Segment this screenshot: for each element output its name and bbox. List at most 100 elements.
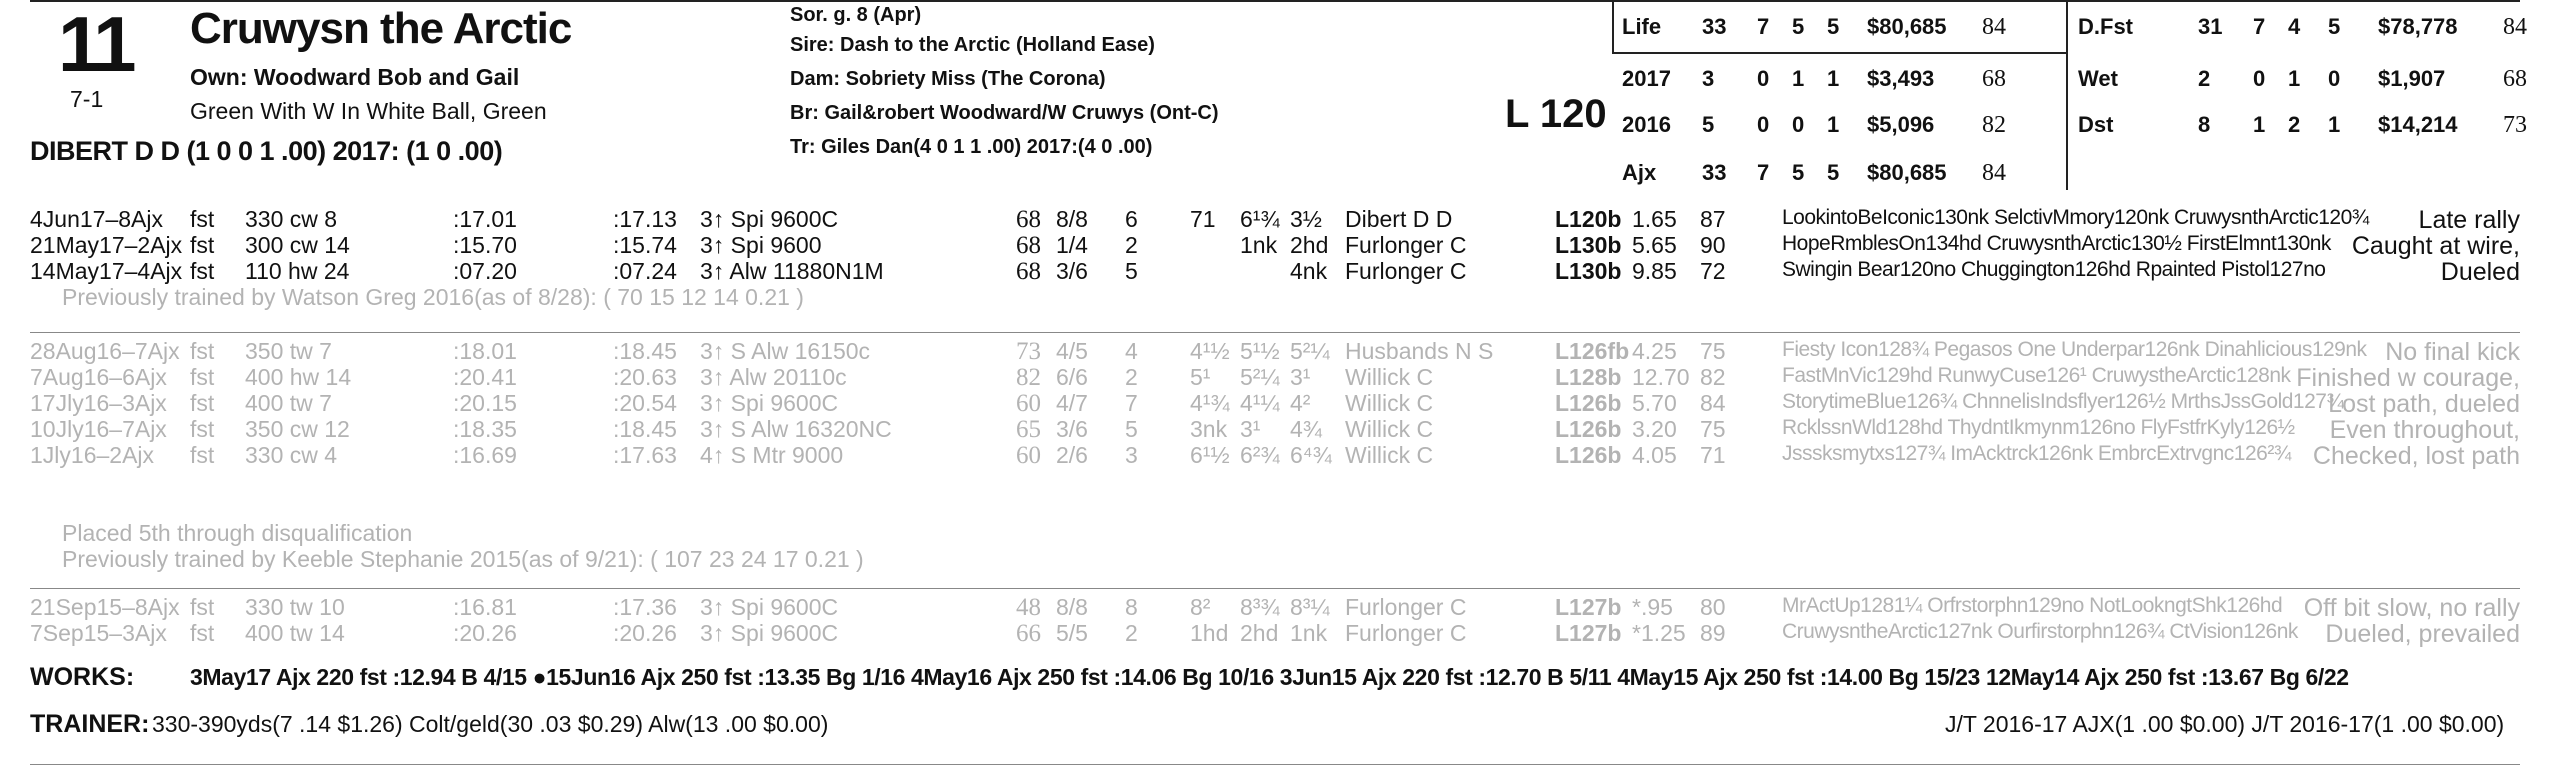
trainer-stats-label: TRAINER: [30,710,150,738]
records-right-p: 2 [2288,112,2301,137]
race-c2: 6¹¾ [1240,206,1280,232]
race-t2: :20.63 [613,364,677,390]
bottom-rule [30,764,2520,765]
race-st: 5 [1125,416,1138,442]
records-left-fig: 82 [1982,112,2006,138]
race-c3: 2hd [1290,232,1329,258]
race-fig: 89 [1700,620,1726,646]
records-box-left [1612,0,1614,54]
race-dist: 330 tw 10 [245,594,345,620]
race-fig: 80 [1700,594,1726,620]
records-left-s: 5 [1827,160,1840,185]
records-divider [2066,0,2068,190]
race-line: 4Jun17–8Ajx fst 330 cw 8:17.01:17.13 3↑ Spi… [0,206,2550,234]
race-st: 2 [1125,232,1138,258]
race-pp: 2/6 [1056,442,1088,468]
race-st: 2 [1125,620,1138,646]
race-odds: 12.70 [1632,364,1690,390]
race-line: 1Jly16–2Ajx fst 330 cw 4:16.69:17.63 4↑ S M… [0,442,2550,470]
race-fig: 75 [1700,416,1726,442]
race-c2: 3¹ [1240,416,1261,442]
race-remark: Dueled [2440,258,2520,286]
race-odds: 4.05 [1632,442,1677,468]
race-date: 17Jly16–3Ajx [30,390,167,416]
race-t1: :20.15 [453,390,517,416]
race-wt: L130b [1555,258,1622,284]
race-comment: CruwysntheArctic127nk Ourfirstorphn126¾ … [1782,620,2298,643]
race-c3: 4² [1290,390,1311,416]
records-left-p: 5 [1792,14,1805,39]
race-cls: 3↑ Spi 9600 [700,232,822,258]
breeder: Br: Gail&robert Woodward/W Cruwys (Ont-C… [790,102,1219,124]
records-left-label: 2016 [1622,112,1671,137]
race-surf: fst [190,206,215,232]
race-c1: 3nk [1190,416,1228,442]
race-c2: 6²¾ [1240,442,1280,468]
records-box-bottom [1612,52,2068,54]
records-right-p: 4 [2288,14,2301,39]
trainer-change-note: Previously trained by Watson Greg 2016(a… [62,284,804,310]
race-wt: L120b [1555,206,1622,232]
owner: Own: Woodward Bob and Gail [190,64,520,90]
trainer-stats-text: 330-390yds(7 .14 $1.26) Colt/geld(30 .03… [152,711,829,737]
race-wt: L130b [1555,232,1622,258]
race-c3: 3½ [1290,206,1322,232]
race-remark: Dueled, prevailed [2325,620,2520,648]
race-c3: 4¾ [1290,416,1322,442]
race-t2: :15.74 [613,232,677,258]
race-surf: fst [190,258,215,284]
race-line: 28Aug16–7Ajx fst 350 tw 7:18.01:18.45 3↑ S … [0,338,2550,366]
sire: Sire: Dash to the Arctic (Holland Ease) [790,34,1155,56]
race-dist: 330 cw 4 [245,442,338,468]
race-date: 28Aug16–7Ajx [30,338,180,364]
race-sp: 82 [1016,364,1041,391]
race-pp: 3/6 [1056,258,1088,284]
race-sp: 60 [1016,390,1041,417]
race-jockey: Furlonger C [1345,620,1467,646]
records-left-fig: 68 [1982,66,2006,92]
race-surf: fst [190,232,215,258]
records-right-w: 1 [2253,112,2266,137]
race-surf: fst [190,416,215,442]
race-cls: 3↑ Spi 9600C [700,620,839,646]
race-fig: 90 [1700,232,1726,258]
records-right-p: 1 [2288,66,2301,91]
race-wt: L126b [1555,442,1622,468]
records-right-fig: 73 [2503,112,2527,138]
race-line: 17Jly16–3Ajx fst 400 tw 7:20.15:20.54 3↑ Sp… [0,390,2550,418]
race-t1: :20.26 [453,620,517,646]
race-sp: 48 [1016,594,1041,621]
race-line: 7Sep15–3Ajx fst 400 tw 14:20.26:20.26 3↑ Sp… [0,620,2550,648]
race-c1: 1hd [1190,620,1229,646]
race-comment: RcklssnWld128hd ThydntIkmynm126no FlyFst… [1782,416,2295,439]
race-sp: 66 [1016,620,1041,647]
race-cls: 3↑ S Alw 16320NC [700,416,892,442]
records-right-fig: 84 [2503,14,2527,40]
race-wt: L128b [1555,364,1622,390]
race-st: 6 [1125,206,1138,232]
race-surf: fst [190,338,215,364]
race-c2: 5²¼ [1240,364,1280,390]
records-left-starts: 3 [1702,66,1715,91]
race-odds: *1.25 [1632,620,1686,646]
race-st: 7 [1125,390,1138,416]
records-left-w: 7 [1757,160,1770,185]
race-t2: :07.24 [613,258,677,284]
works-label: WORKS: [30,663,135,691]
race-comment: HopeRmblesOn134hd CruwysnthArctic130½ Fi… [1782,232,2331,255]
race-fig: 82 [1700,364,1726,390]
race-t1: :16.69 [453,442,517,468]
race-comment: Fiesty Icon128¾ Pegasos One Underpar126n… [1782,338,2367,361]
records-left-label: Ajx [1622,160,1657,185]
race-jockey: Dibert D D [1345,206,1453,232]
race-date: 7Aug16–6Ajx [30,364,167,390]
records-left-fig: 84 [1982,14,2006,40]
race-t2: :20.54 [613,390,677,416]
race-odds: *.95 [1632,594,1673,620]
race-pp: 6/6 [1056,364,1088,390]
records-left-starts: 33 [1702,14,1727,39]
race-dist: 400 hw 14 [245,364,352,390]
race-jockey: Furlonger C [1345,258,1467,284]
race-remark: Finished w courage, [2296,364,2520,392]
race-line: 7Aug16–6Ajx fst 400 hw 14:20.41:20.63 3↑ Al… [0,364,2550,392]
